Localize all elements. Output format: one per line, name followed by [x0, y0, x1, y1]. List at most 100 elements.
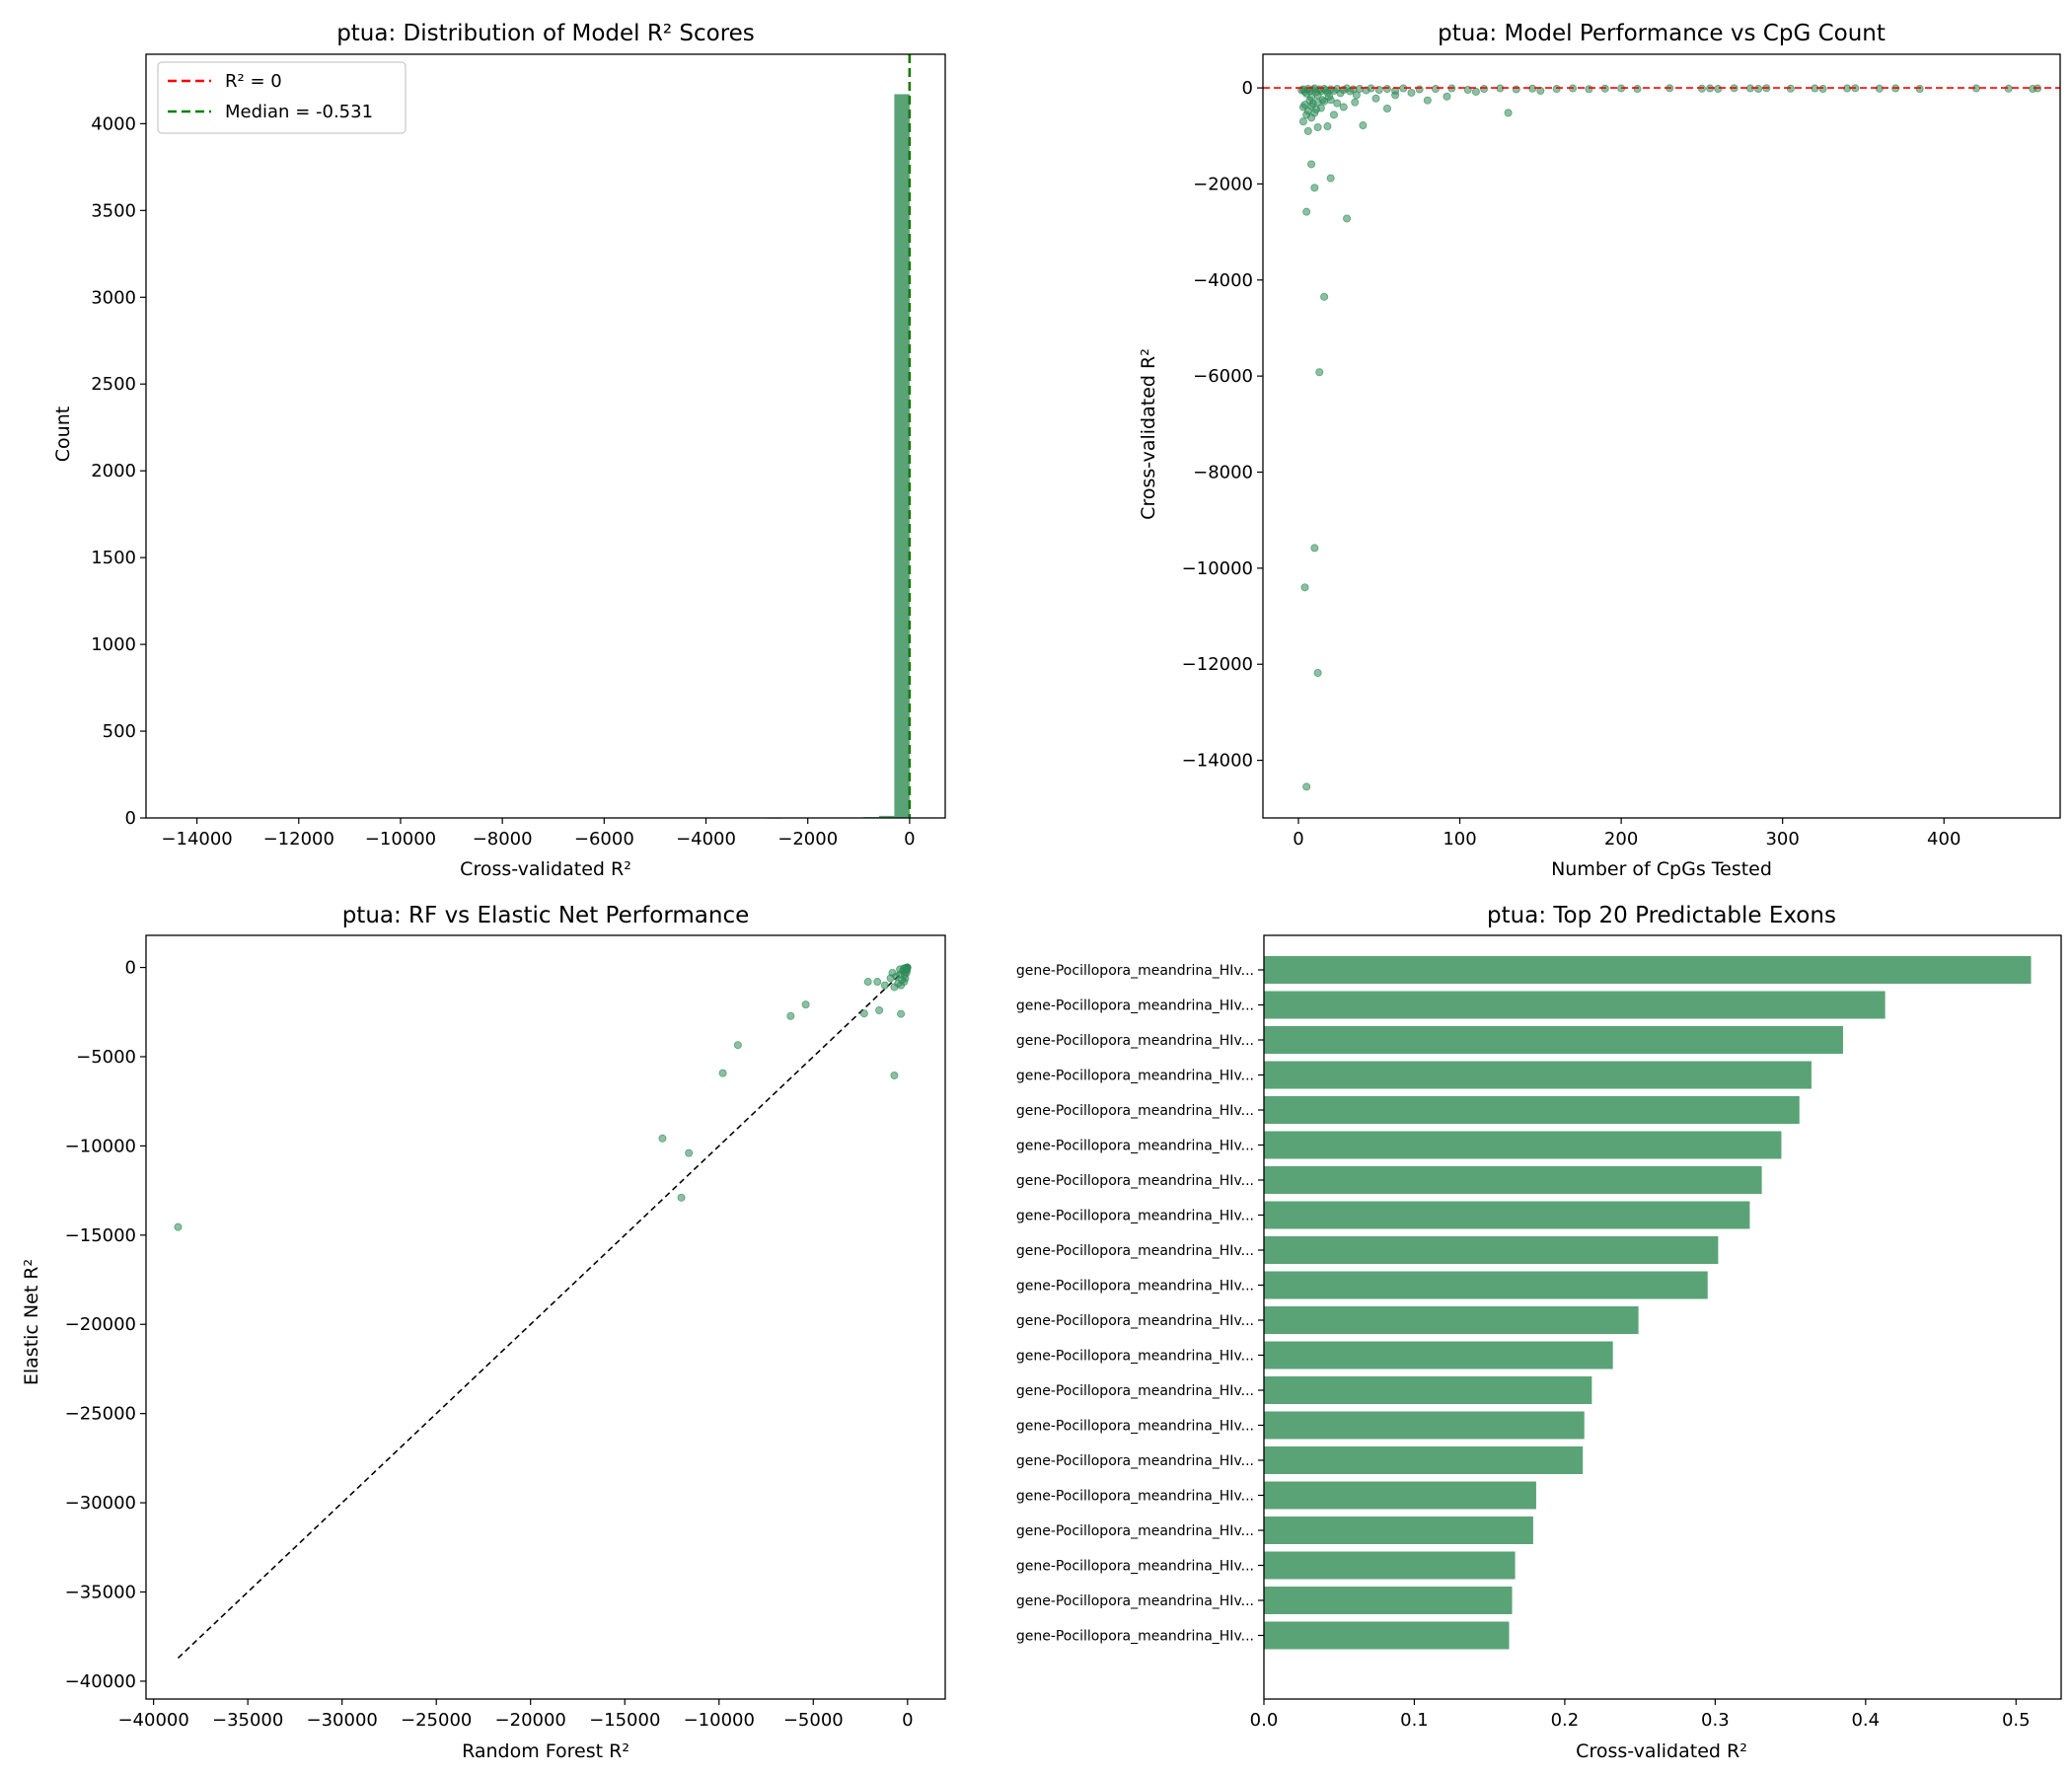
cpg-point [1356, 85, 1365, 94]
rfen-ytick-label: −5000 [76, 1047, 136, 1068]
cpg-point [1443, 92, 1451, 101]
exon-bar [1264, 1306, 1639, 1334]
rfen-point [863, 978, 872, 987]
rfen-point [875, 1005, 884, 1014]
exon-category-label: gene-Pocillopora_meandrina_HIv... [1016, 1383, 1254, 1399]
hist-xtick-label: −10000 [365, 829, 436, 850]
exons-xtick-label: 0.5 [2002, 1710, 2031, 1731]
rfen-point [890, 1071, 899, 1079]
exon-bar [1264, 1096, 1800, 1124]
rfen-point [873, 978, 882, 987]
cpg-point [1552, 85, 1561, 94]
exons-title: ptua: Top 20 Predictable Exons [1487, 903, 1836, 928]
hist-xtick-label: −14000 [161, 829, 232, 850]
exons-xlabel: Cross-validated R² [1576, 1740, 1747, 1762]
rfen-point [897, 1009, 906, 1018]
cpg-point [1298, 103, 1307, 111]
rfen-point [685, 1148, 694, 1157]
exon-category-label: gene-Pocillopora_meandrina_HIv... [1016, 1523, 1254, 1539]
hist-xtick-label: −6000 [574, 829, 634, 850]
cpg-point [1423, 96, 1432, 105]
cpg-point [1382, 105, 1391, 113]
exons-xtick-label: 0.0 [1250, 1710, 1279, 1731]
hist-xtick-label: −8000 [473, 829, 533, 850]
cpg-ylabel: Cross-validated R² [1138, 348, 1159, 520]
rfen-point [859, 1009, 868, 1018]
cpg-point [1329, 111, 1338, 119]
cpg-axes-frame [1262, 53, 2061, 819]
cpg-point [1352, 91, 1361, 100]
cpg-point [1313, 668, 1322, 677]
rfen-ytick-label: −25000 [65, 1404, 136, 1425]
rfen-xtick-label: −30000 [307, 1710, 378, 1731]
cpg-point [1471, 87, 1480, 96]
rfen-point [903, 966, 912, 975]
exons-xtick-label: 0.4 [1851, 1710, 1880, 1731]
cpg-xtick-label: 400 [1927, 829, 1961, 850]
cpg-point [1633, 85, 1642, 94]
cpg-point [1818, 85, 1827, 94]
cpg-xtick-label: 100 [1443, 829, 1476, 850]
cpg-point [1407, 88, 1416, 97]
cpg-point [1298, 117, 1307, 126]
exon-bar [1264, 1271, 1708, 1299]
exon-category-label: gene-Pocillopora_meandrina_HIv... [1016, 1173, 1254, 1189]
hist-xtick-label: 0 [904, 829, 915, 850]
exon-category-label: gene-Pocillopora_meandrina_HIv... [1016, 1103, 1254, 1119]
exon-category-label: gene-Pocillopora_meandrina_HIv... [1016, 1313, 1254, 1329]
exon-bar [1264, 1517, 1533, 1544]
cpg-point [1302, 111, 1311, 119]
hist-ytick-label: 1000 [91, 634, 136, 655]
exons-axes-frame [1263, 934, 2062, 1700]
hist-ytick-label: 3500 [91, 200, 136, 221]
panel-top-exons: ptua: Top 20 Predictable Exons Cross-val… [1016, 903, 2062, 1762]
cpg-point [1343, 214, 1352, 223]
rfen-xtick-label: −15000 [589, 1710, 660, 1731]
cpg-point [1300, 583, 1309, 592]
cpg-title: ptua: Model Performance vs CpG Count [1438, 21, 1886, 46]
exon-bar [1264, 1201, 1750, 1229]
exons-xtick-label: 0.1 [1400, 1710, 1429, 1731]
exon-category-label: gene-Pocillopora_meandrina_HIv... [1016, 999, 1254, 1014]
legend-label-median: Median = -0.531 [225, 102, 373, 122]
hist-ytick-label: 1500 [91, 548, 136, 568]
exon-bar [1264, 991, 1886, 1019]
cpg-ytick-label: −10000 [1182, 558, 1253, 579]
rfen-ytick-label: 0 [125, 958, 136, 979]
cpg-ytick-label: −12000 [1182, 654, 1253, 675]
rfen-xtick-label: −35000 [212, 1710, 283, 1731]
cpg-point [1310, 544, 1319, 553]
exon-category-label: gene-Pocillopora_meandrina_HIv... [1016, 1593, 1254, 1609]
cpg-ytick-label: −4000 [1193, 270, 1253, 291]
cpg-point [1326, 174, 1335, 183]
panel-rf-en-scatter: ptua: RF vs Elastic Net Performance Rand… [21, 903, 946, 1762]
hist-ytick-label: 3000 [91, 287, 136, 308]
rfen-point [718, 1069, 727, 1077]
hist-ytick-label: 0 [125, 808, 136, 829]
rfen-xlabel: Random Forest R² [462, 1740, 629, 1762]
hist-ylabel: Count [52, 407, 74, 462]
cpg-point [1333, 99, 1342, 108]
exon-bar [1264, 1411, 1585, 1440]
rfen-ytick-label: −20000 [65, 1314, 136, 1335]
exon-bar [1264, 1026, 1843, 1054]
cpg-point [1320, 292, 1329, 301]
cpg-point [1315, 368, 1324, 377]
cpg-point [1302, 782, 1311, 791]
exon-category-label: gene-Pocillopora_meandrina_HIv... [1016, 1559, 1254, 1575]
cpg-point [1351, 98, 1360, 107]
exon-bar [1264, 1061, 1812, 1089]
exon-category-label: gene-Pocillopora_meandrina_HIv... [1016, 1629, 1254, 1645]
rfen-ylabel: Elastic Net R² [21, 1259, 42, 1385]
exon-category-label: gene-Pocillopora_meandrina_HIv... [1016, 1243, 1254, 1259]
cpg-point [1310, 184, 1319, 192]
hist-xtick-label: −4000 [676, 829, 736, 850]
rfen-xtick-label: −40000 [117, 1710, 188, 1731]
exon-category-label: gene-Pocillopora_meandrina_HIv... [1016, 1453, 1254, 1469]
exons-xtick-label: 0.3 [1701, 1710, 1730, 1731]
exon-bar [1264, 1376, 1592, 1404]
exon-category-label: gene-Pocillopora_meandrina_HIv... [1016, 1033, 1254, 1049]
rfen-xtick-label: −20000 [495, 1710, 566, 1731]
exon-category-label: gene-Pocillopora_meandrina_HIv... [1016, 1349, 1254, 1365]
hist-axes-frame [145, 53, 946, 819]
